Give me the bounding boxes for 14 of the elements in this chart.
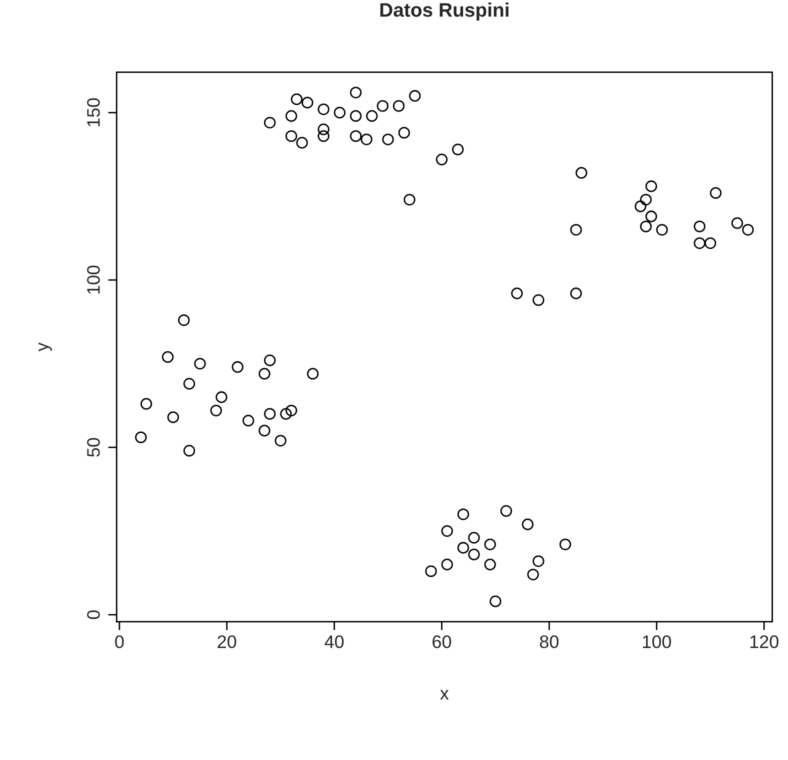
x-tick-label: 80 bbox=[540, 635, 559, 648]
x-tick-label: 20 bbox=[218, 635, 236, 648]
x-tick-label: 100 bbox=[642, 635, 671, 648]
y-tick-label: 100 bbox=[87, 266, 100, 294]
x-tick-label: 60 bbox=[432, 635, 452, 648]
y-tick-label: 150 bbox=[87, 98, 100, 126]
x-tick-label: 120 bbox=[750, 635, 778, 648]
x-tick-label: 0 bbox=[115, 635, 124, 648]
y-axis-title: y bbox=[38, 342, 52, 352]
y-tick-label: 50 bbox=[87, 438, 100, 457]
y-tick-label: 0 bbox=[87, 610, 100, 620]
chart-title: Datos Ruspini bbox=[380, 2, 508, 21]
x-axis-title: x bbox=[440, 690, 449, 700]
x-tick-label: 40 bbox=[324, 635, 344, 648]
